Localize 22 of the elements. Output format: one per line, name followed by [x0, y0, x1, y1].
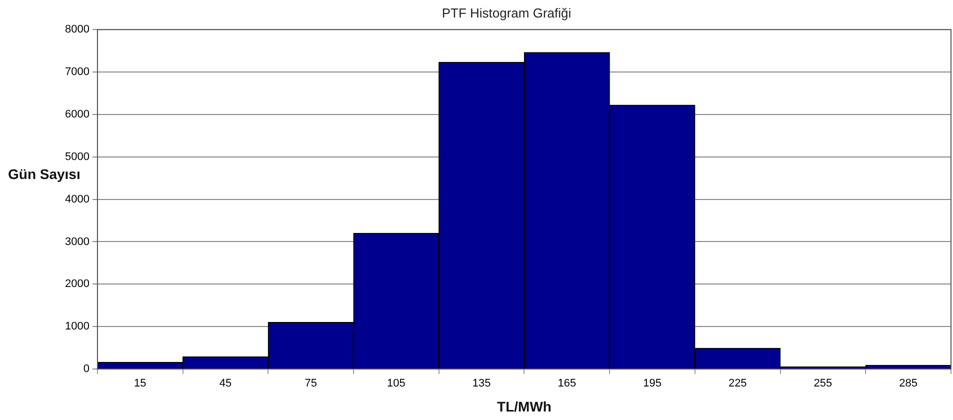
- y-tick-label: 3000: [64, 236, 90, 248]
- x-tick-label: 255: [814, 378, 832, 390]
- y-tick-label: 6000: [64, 108, 90, 120]
- x-tick-label: 225: [728, 378, 747, 390]
- x-tick-label: 75: [304, 378, 317, 390]
- y-tick-label: 0: [83, 363, 90, 376]
- x-tick-label: 45: [219, 378, 232, 390]
- x-tick-label: 165: [558, 378, 576, 390]
- y-tick-label: 1000: [64, 320, 90, 333]
- x-tick-label: 135: [472, 378, 491, 390]
- y-tick-label: 8000: [64, 24, 90, 36]
- y-tick-label: 4000: [64, 193, 90, 206]
- x-tick-label: 15: [134, 378, 146, 390]
- x-tick-label: 195: [643, 378, 662, 390]
- y-tick-label: 5000: [64, 150, 90, 163]
- x-tick-label: 285: [899, 378, 918, 390]
- y-tick-label: 2000: [64, 278, 90, 290]
- chart-title: PTF Histogram Grafiği: [442, 5, 572, 20]
- y-axis-title: Gün Sayısı: [8, 166, 80, 182]
- x-axis-title: TL/MWh: [497, 398, 552, 414]
- y-tick-label: 7000: [64, 66, 90, 78]
- x-tick-label: 105: [387, 378, 406, 390]
